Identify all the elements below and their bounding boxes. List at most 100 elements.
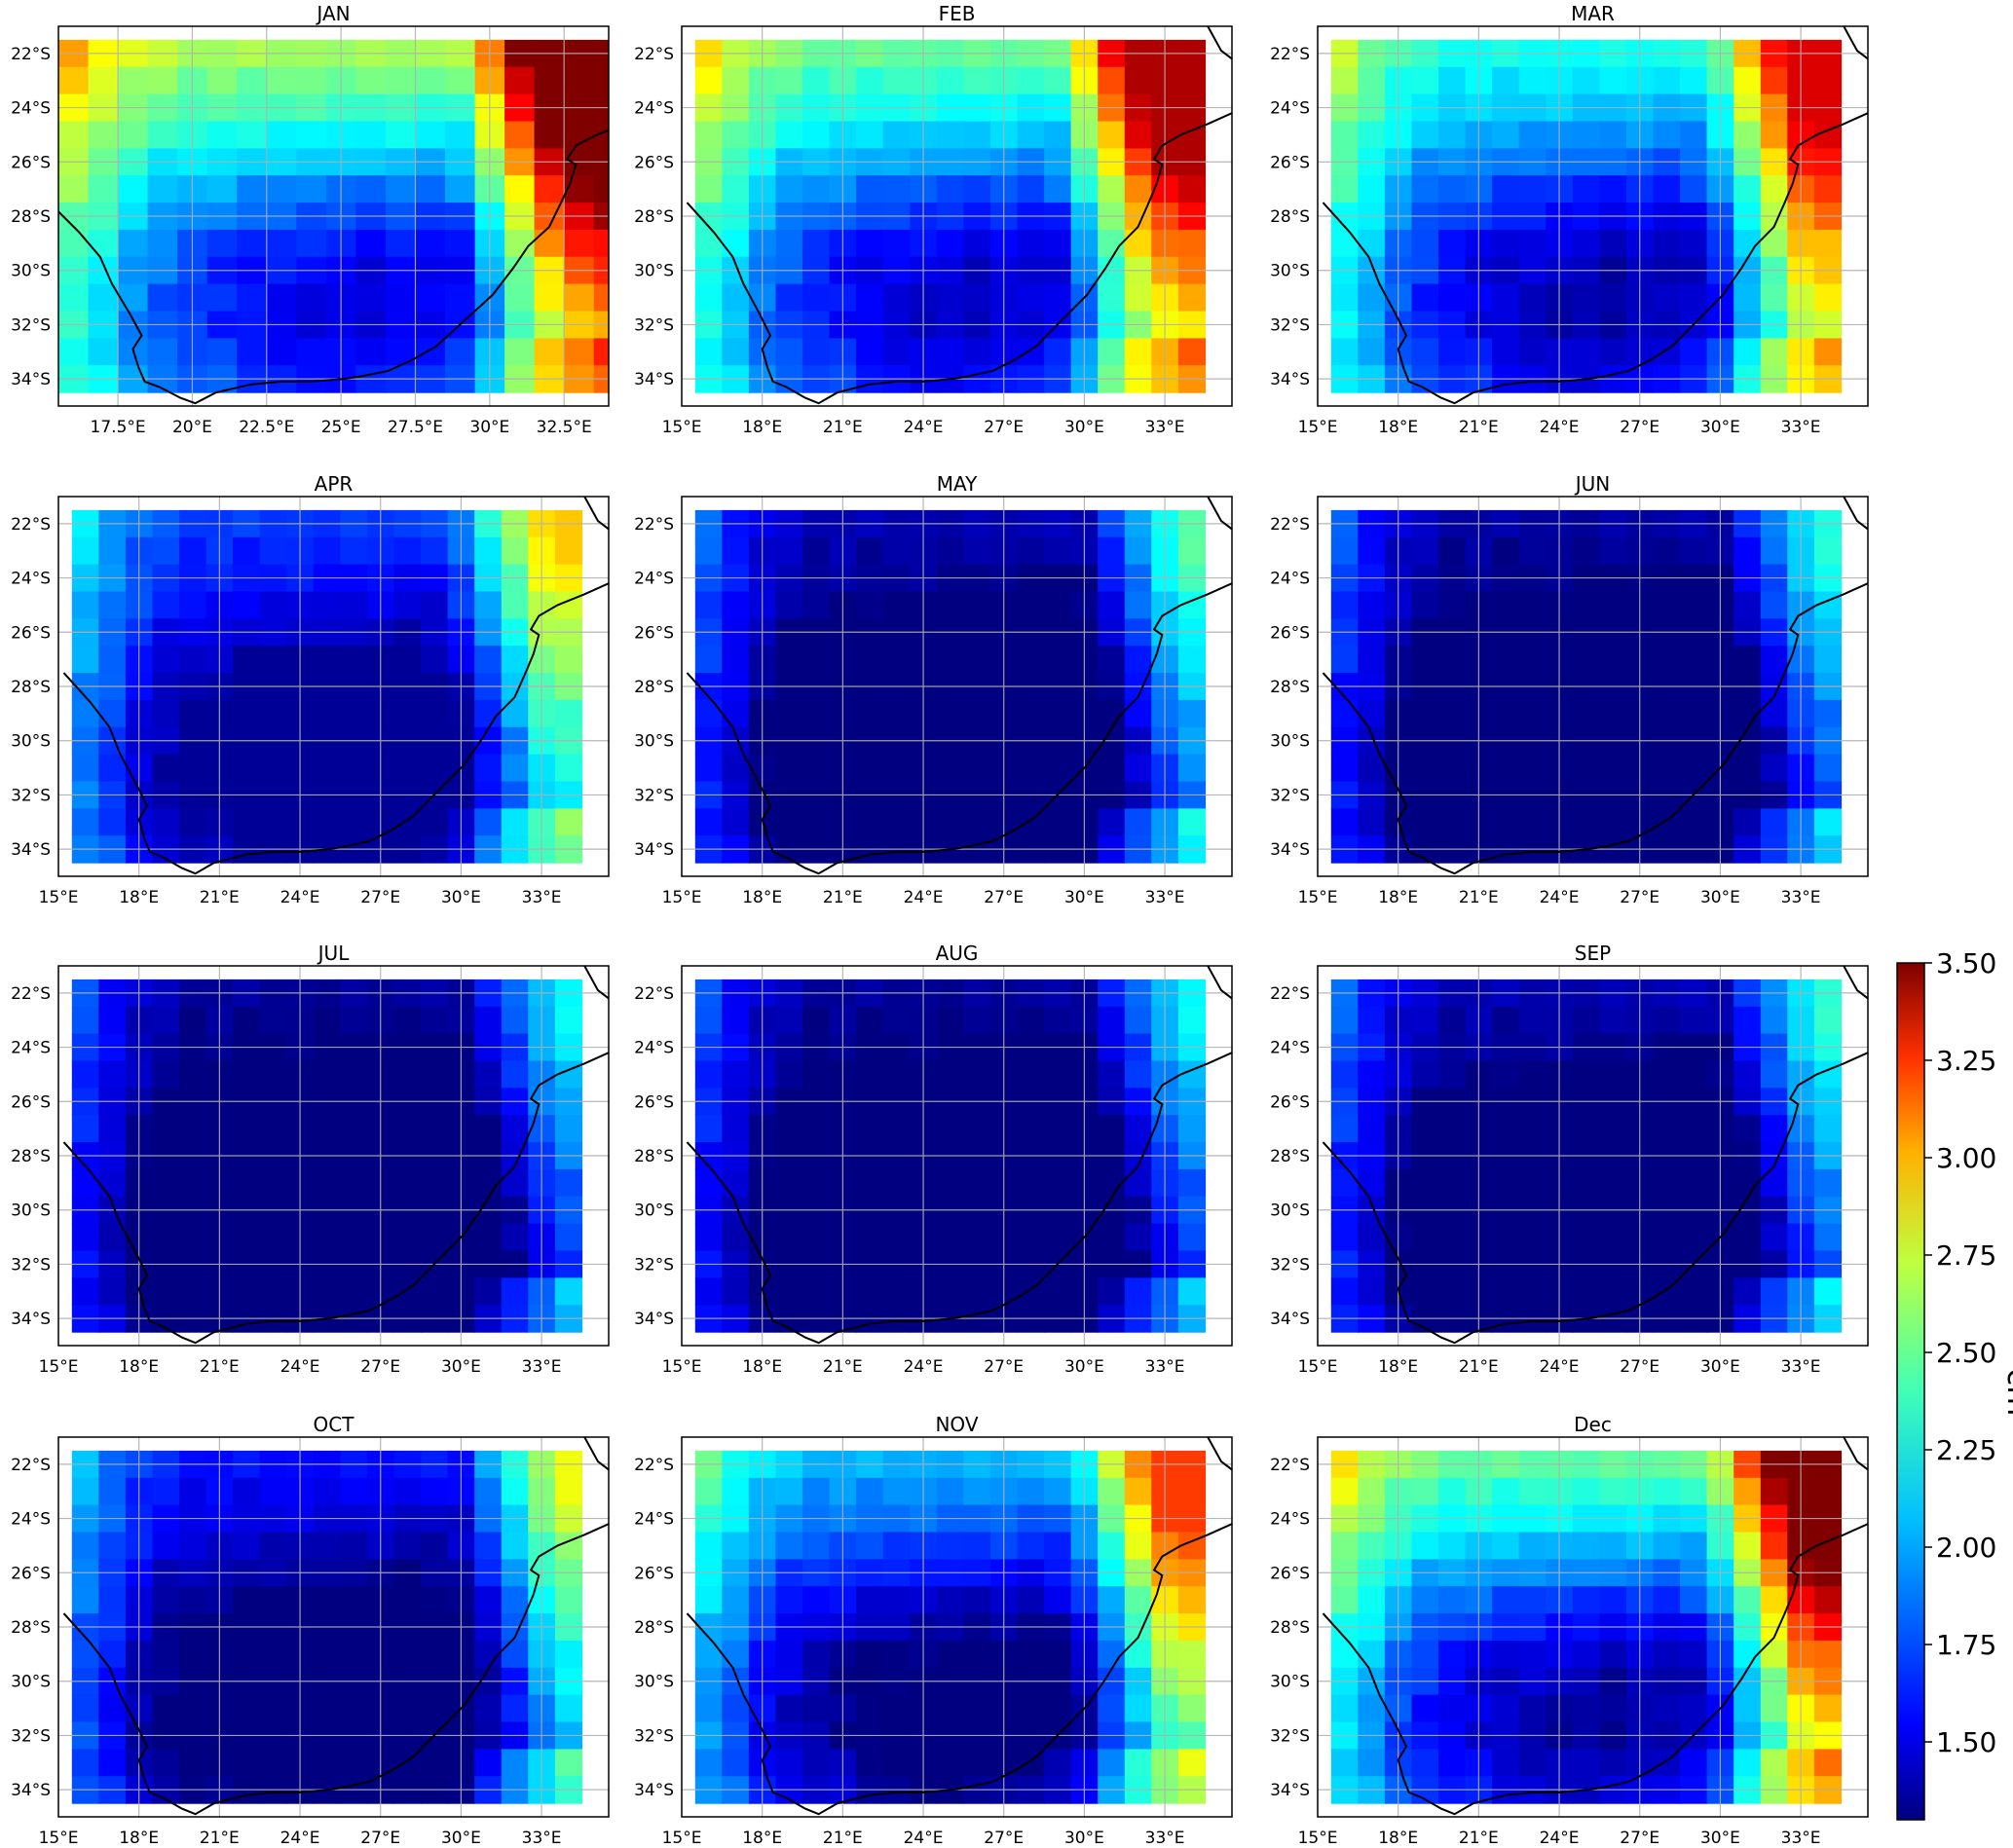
- map-frame: [681, 1436, 1233, 1818]
- heatmap-cell: [1411, 536, 1439, 566]
- heatmap-cell: [694, 754, 723, 783]
- lat-tick-label: 34°S: [11, 370, 51, 389]
- heatmap-cell: [71, 1006, 99, 1035]
- heatmap-cell: [1098, 1532, 1126, 1560]
- heatmap-cell: [259, 536, 287, 566]
- heatmap-cell: [963, 1586, 991, 1614]
- heatmap-cell: [1572, 175, 1600, 203]
- heatmap-cell: [936, 121, 964, 149]
- heatmap-cell: [1492, 808, 1520, 836]
- heatmap-cell: [1177, 283, 1207, 313]
- heatmap-cell: [775, 1694, 803, 1723]
- heatmap-cell: [1680, 1168, 1708, 1198]
- heatmap-cell: [1518, 646, 1547, 674]
- lat-tick-label: 32°S: [11, 1726, 51, 1746]
- heatmap-cell: [179, 1532, 207, 1560]
- heatmap-cell: [856, 1277, 884, 1306]
- heatmap-cell: [1760, 283, 1788, 313]
- heatmap-cell: [179, 1006, 207, 1035]
- heatmap-cell: [1438, 1223, 1467, 1252]
- heatmap-cell: [1572, 1223, 1600, 1252]
- heatmap-cell: [393, 1532, 422, 1560]
- heatmap-cell: [152, 536, 180, 566]
- heatmap-cell: [1044, 1223, 1072, 1252]
- heatmap-cell: [1599, 1640, 1627, 1669]
- heatmap-cell: [385, 121, 416, 149]
- heatmap-cell: [71, 1749, 99, 1777]
- heatmap-cell: [593, 121, 609, 149]
- heatmap-cell: [206, 121, 238, 149]
- lat-tick-label: 22°S: [11, 1456, 51, 1475]
- heatmap-cell: [1760, 1694, 1788, 1723]
- heatmap-cell: [1438, 1477, 1467, 1506]
- coastline: [1843, 26, 1868, 60]
- heatmap-cell: [722, 1640, 750, 1669]
- heatmap-cell: [340, 1115, 368, 1143]
- heatmap-cell: [936, 1223, 964, 1252]
- panel-title: FEB: [939, 2, 976, 25]
- lat-tick-label: 24°S: [634, 99, 674, 119]
- heatmap-cell: [501, 699, 529, 728]
- heatmap-cell: [1017, 1115, 1045, 1143]
- heatmap-cell: [1358, 1586, 1386, 1614]
- heatmap-cell: [694, 1640, 723, 1669]
- heatmap-cell: [233, 808, 261, 836]
- heatmap-cell: [1653, 1694, 1681, 1723]
- panel-title: AUG: [936, 942, 979, 965]
- heatmap-cell: [1599, 1115, 1627, 1143]
- heatmap-cell: [802, 1168, 831, 1198]
- heatmap-cell: [1330, 175, 1359, 203]
- lon-tick-label: 33°E: [1145, 1357, 1185, 1377]
- heatmap-cell: [1438, 591, 1467, 619]
- heatmap-cell: [1177, 1277, 1207, 1306]
- heatmap-cell: [1358, 338, 1386, 366]
- map-panel: APR 22°S 24°S 26°S 28°S 30°S 32°S 34°S 15°E 18°E 2…: [11, 472, 610, 907]
- heatmap-cell: [1124, 1006, 1152, 1035]
- heatmap-cell: [152, 1168, 180, 1198]
- heatmap-cell: [1518, 338, 1547, 366]
- heatmap-cell: [259, 1277, 287, 1306]
- heatmap-cell: [722, 646, 750, 674]
- heatmap-cell: [722, 1277, 750, 1306]
- heatmap-cell: [936, 754, 964, 783]
- heatmap-cell: [1492, 1168, 1520, 1198]
- heatmap-cell: [963, 283, 991, 313]
- heatmap-cell: [963, 646, 991, 674]
- lon-tick-label: 33°E: [522, 888, 562, 907]
- heatmap-cell: [694, 1586, 723, 1614]
- heatmap-cell: [474, 1223, 503, 1252]
- heatmap-cell: [1572, 1115, 1600, 1143]
- heatmap-cell: [936, 1477, 964, 1506]
- heatmap-cell: [554, 1223, 583, 1252]
- heatmap-cell: [722, 699, 750, 728]
- heatmap-cell: [1813, 699, 1843, 728]
- heatmap-cell: [936, 1694, 964, 1723]
- lon-tick-label: 33°E: [1145, 418, 1185, 437]
- heatmap-cell: [1124, 1640, 1152, 1669]
- lon-tick-label: 27.5°E: [388, 418, 443, 437]
- heatmap-cell: [963, 699, 991, 728]
- heatmap-cell: [259, 754, 287, 783]
- panel-title: OCT: [314, 1413, 355, 1436]
- lat-tick-label: 30°S: [11, 1201, 51, 1221]
- lon-tick-label: 18°E: [742, 1829, 782, 1848]
- lat-tick-label: 26°S: [1270, 623, 1310, 643]
- heatmap-cell: [98, 1640, 127, 1669]
- heatmap-cell: [593, 338, 609, 366]
- colorbar-tick-label: 3.25: [1936, 1045, 1996, 1077]
- heatmap-cell: [1098, 754, 1126, 783]
- heatmap-cell: [1680, 338, 1708, 366]
- heatmap-cell: [1044, 1694, 1072, 1723]
- lat-tick-label: 26°S: [11, 153, 51, 172]
- heatmap-cell: [501, 1060, 529, 1089]
- heatmap-cell: [393, 1586, 422, 1614]
- heatmap-cell: [1518, 121, 1547, 149]
- gridlines: [1318, 26, 1868, 406]
- heatmap-cell: [1492, 536, 1520, 566]
- heatmap-cell: [802, 1006, 831, 1035]
- heatmap-cell: [694, 283, 723, 313]
- heatmap-cell: [179, 699, 207, 728]
- heatmap-cell: [1098, 1223, 1126, 1252]
- heatmap-cell: [1572, 1749, 1600, 1777]
- lat-tick-label: 28°S: [634, 207, 674, 227]
